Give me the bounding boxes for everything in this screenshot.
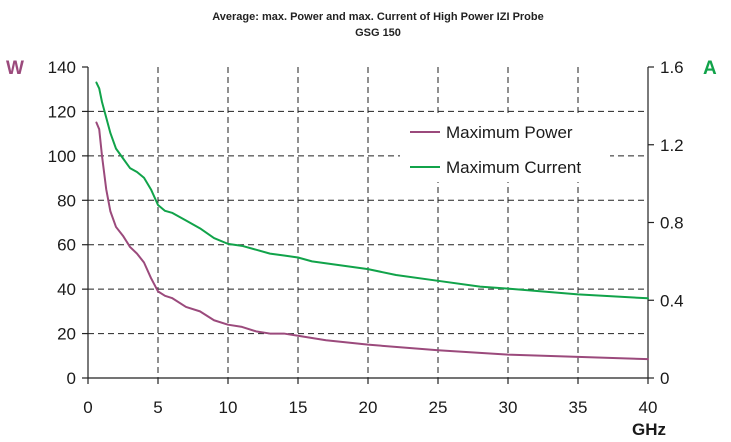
data-series bbox=[95, 81, 649, 361]
legend: Maximum Power Maximum Current bbox=[400, 113, 610, 182]
x-axis-unit: GHz bbox=[632, 420, 666, 439]
y-right-tick-label: 1.2 bbox=[660, 136, 684, 155]
y-right-tick-label: 0.4 bbox=[660, 291, 684, 310]
chart-subtitle: GSG 150 bbox=[355, 27, 401, 39]
y-right-tick-label: 0.8 bbox=[660, 214, 684, 233]
tick-marks bbox=[82, 66, 654, 384]
x-tick-label: 20 bbox=[359, 398, 378, 417]
x-tick-label: 5 bbox=[153, 398, 162, 417]
tick-labels: 0 5 10 15 20 25 30 35 4002040608010012014000.40.… bbox=[48, 58, 684, 417]
x-tick-label: 0 bbox=[83, 398, 92, 417]
y-axis-right-unit: A bbox=[703, 58, 717, 79]
legend-label-power: Maximum Power bbox=[446, 123, 573, 142]
y-left-tick-label: 80 bbox=[57, 191, 76, 210]
y-left-tick-label: 0 bbox=[67, 369, 76, 388]
legend-box bbox=[400, 113, 610, 182]
chart-title: Average: max. Power and max. Current of … bbox=[212, 11, 544, 23]
x-tick-label: 15 bbox=[289, 398, 308, 417]
y-right-tick-label: 1.6 bbox=[660, 58, 684, 77]
y-left-tick-label: 140 bbox=[48, 58, 76, 77]
x-tick-label: 30 bbox=[499, 398, 518, 417]
series-line-maximum-current bbox=[95, 81, 649, 300]
y-left-tick-label: 20 bbox=[57, 325, 76, 344]
legend-label-current: Maximum Current bbox=[446, 158, 581, 177]
series-line-maximum-power bbox=[95, 121, 649, 361]
x-tick-label: 10 bbox=[219, 398, 238, 417]
y-right-tick-label: 0 bbox=[660, 369, 669, 388]
grid-lines bbox=[88, 67, 648, 378]
y-left-tick-label: 120 bbox=[48, 102, 76, 121]
y-left-tick-label: 60 bbox=[57, 236, 76, 255]
y-left-tick-label: 40 bbox=[57, 280, 76, 299]
x-tick-label: 35 bbox=[569, 398, 588, 417]
x-tick-label: 40 bbox=[639, 398, 658, 417]
y-left-tick-label: 100 bbox=[48, 147, 76, 166]
x-tick-label: 25 bbox=[429, 398, 448, 417]
y-axis-left-unit: W bbox=[6, 58, 24, 79]
